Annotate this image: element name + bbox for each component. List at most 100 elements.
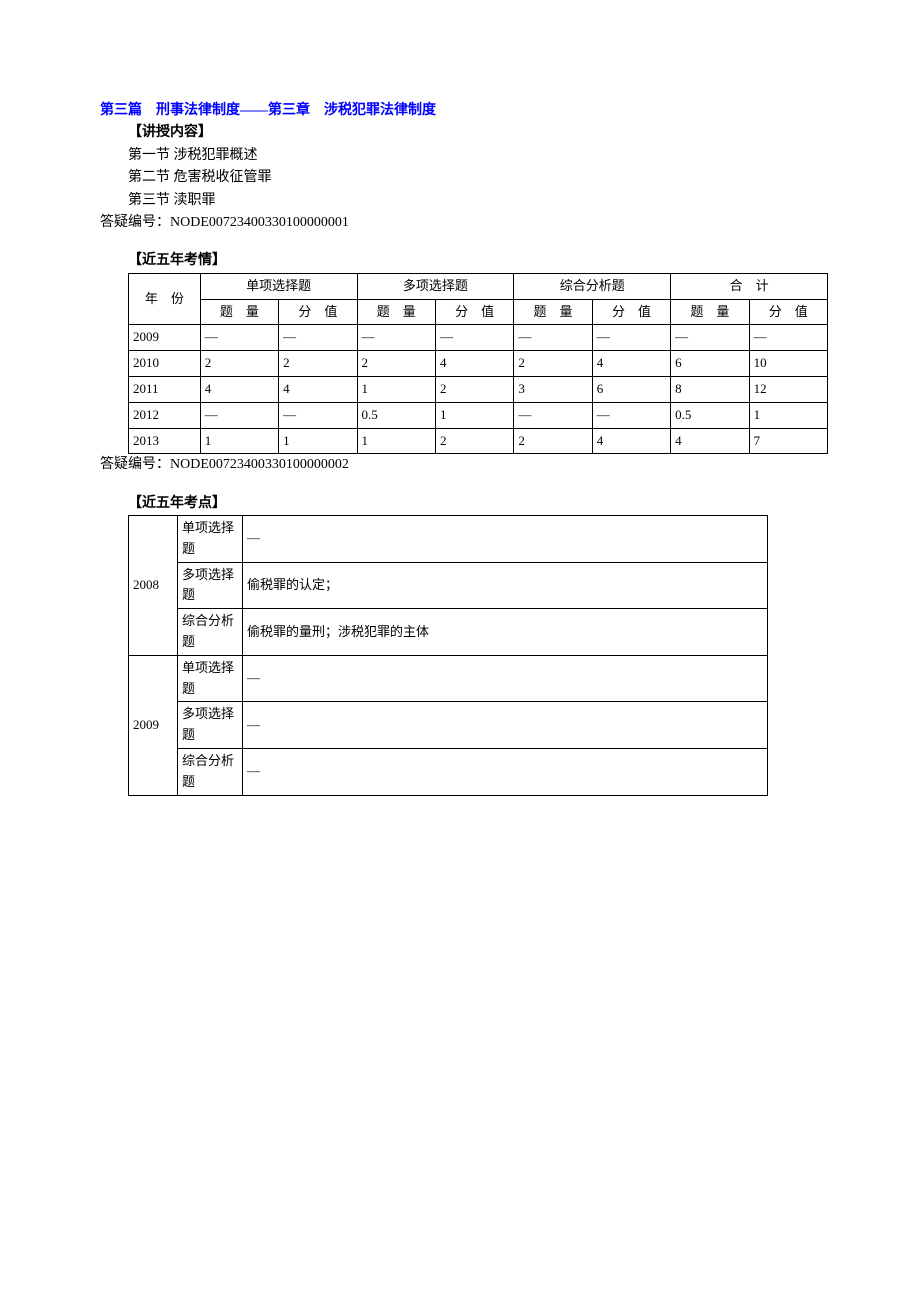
cell-year: 2009: [129, 325, 201, 351]
cell-content: —: [243, 702, 768, 749]
cell: 4: [200, 376, 278, 402]
cell-type: 单项选择题: [178, 516, 243, 563]
cell: 0.5: [671, 402, 749, 428]
cell: 2: [435, 376, 513, 402]
lecture-content-heading: 【讲授内容】: [128, 122, 880, 144]
reference-1-label: 答疑编号：: [100, 215, 170, 230]
sub-header: 题 量: [200, 299, 278, 325]
cell: 3: [514, 376, 592, 402]
cell: 4: [592, 428, 670, 454]
exam-table: 年 份 单项选择题 多项选择题 综合分析题 合 计 题 量 分 值 题 量 分 …: [128, 273, 828, 455]
cell-content: —: [243, 655, 768, 702]
table-row: 2012 — — 0.5 1 — — 0.5 1: [129, 402, 828, 428]
cell: 4: [671, 428, 749, 454]
group-header-1: 单项选择题: [200, 273, 357, 299]
group-header-4: 合 计: [671, 273, 828, 299]
table-row: 2008 单项选择题 —: [129, 516, 768, 563]
cell-type: 综合分析题: [178, 609, 243, 656]
cell: 2: [279, 351, 357, 377]
section-2: 第二节 危害税收征管罪: [128, 167, 880, 189]
section-3: 第三节 渎职罪: [128, 190, 880, 212]
cell: 4: [279, 376, 357, 402]
points-table: 2008 单项选择题 — 多项选择题 偷税罪的认定； 综合分析题 偷税罪的量刑；…: [128, 515, 768, 796]
cell: —: [514, 402, 592, 428]
page-title: 第三篇 刑事法律制度――第三章 涉税犯罪法律制度: [100, 100, 880, 122]
cell-year: 2008: [129, 516, 178, 656]
table-header-row-1: 年 份 单项选择题 多项选择题 综合分析题 合 计: [129, 273, 828, 299]
cell: 4: [435, 351, 513, 377]
cell-content: 偷税罪的量刑；涉税犯罪的主体: [243, 609, 768, 656]
table-header-row-2: 题 量 分 值 题 量 分 值 题 量 分 值 题 量 分 值: [129, 299, 828, 325]
table-row: 多项选择题 —: [129, 702, 768, 749]
cell: 2: [357, 351, 435, 377]
reference-1: 答疑编号：NODE00723400330100000001: [100, 212, 880, 234]
cell: 0.5: [357, 402, 435, 428]
cell: 2: [514, 428, 592, 454]
table-row: 2010 2 2 2 4 2 4 6 10: [129, 351, 828, 377]
sub-header: 分 值: [279, 299, 357, 325]
cell: 7: [749, 428, 827, 454]
sub-header: 分 值: [592, 299, 670, 325]
sub-header: 分 值: [749, 299, 827, 325]
cell: 2: [435, 428, 513, 454]
cell: —: [749, 325, 827, 351]
cell: 1: [357, 376, 435, 402]
cell: 6: [592, 376, 670, 402]
cell: 1: [357, 428, 435, 454]
cell-type: 单项选择题: [178, 655, 243, 702]
cell: 1: [279, 428, 357, 454]
reference-2-code: NODE00723400330100000002: [170, 457, 349, 472]
cell-type: 多项选择题: [178, 562, 243, 609]
sub-header: 题 量: [357, 299, 435, 325]
cell: —: [671, 325, 749, 351]
cell-year: 2009: [129, 655, 178, 795]
cell-year: 2011: [129, 376, 201, 402]
cell-type: 多项选择题: [178, 702, 243, 749]
year-header: 年 份: [129, 273, 201, 325]
table-row: 2009 — — — — — — — —: [129, 325, 828, 351]
cell: 10: [749, 351, 827, 377]
cell: 2: [200, 351, 278, 377]
sub-header: 题 量: [514, 299, 592, 325]
table-row: 2013 1 1 1 2 2 4 4 7: [129, 428, 828, 454]
cell: —: [200, 402, 278, 428]
reference-2: 答疑编号：NODE00723400330100000002: [100, 454, 880, 476]
cell: 1: [200, 428, 278, 454]
cell: 8: [671, 376, 749, 402]
table-row: 综合分析题 偷税罪的量刑；涉税犯罪的主体: [129, 609, 768, 656]
cell: 4: [592, 351, 670, 377]
section-1: 第一节 涉税犯罪概述: [128, 145, 880, 167]
cell: 2: [514, 351, 592, 377]
cell: —: [435, 325, 513, 351]
cell-year: 2013: [129, 428, 201, 454]
cell: —: [592, 402, 670, 428]
reference-2-label: 答疑编号：: [100, 457, 170, 472]
cell-content: —: [243, 516, 768, 563]
group-header-2: 多项选择题: [357, 273, 514, 299]
table-row: 2011 4 4 1 2 3 6 8 12: [129, 376, 828, 402]
cell: 12: [749, 376, 827, 402]
cell: —: [200, 325, 278, 351]
group-header-3: 综合分析题: [514, 273, 671, 299]
cell: 1: [749, 402, 827, 428]
cell-type: 综合分析题: [178, 749, 243, 796]
cell: —: [279, 402, 357, 428]
cell-content: —: [243, 749, 768, 796]
reference-1-code: NODE00723400330100000001: [170, 215, 349, 230]
cell-year: 2012: [129, 402, 201, 428]
cell-content: 偷税罪的认定；: [243, 562, 768, 609]
table-row: 多项选择题 偷税罪的认定；: [129, 562, 768, 609]
cell: 6: [671, 351, 749, 377]
exam-heading: 【近五年考情】: [128, 250, 880, 272]
table-row: 2009 单项选择题 —: [129, 655, 768, 702]
cell: 1: [435, 402, 513, 428]
sub-header: 分 值: [435, 299, 513, 325]
table-row: 综合分析题 —: [129, 749, 768, 796]
cell: —: [514, 325, 592, 351]
cell-year: 2010: [129, 351, 201, 377]
sub-header: 题 量: [671, 299, 749, 325]
cell: —: [279, 325, 357, 351]
cell: —: [357, 325, 435, 351]
points-heading: 【近五年考点】: [128, 493, 880, 515]
cell: —: [592, 325, 670, 351]
